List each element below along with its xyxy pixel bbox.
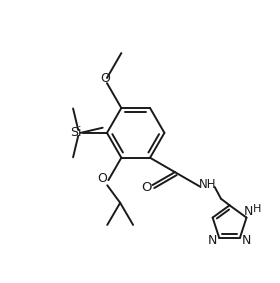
Text: Si: Si (70, 127, 82, 140)
Text: O: O (97, 173, 107, 185)
Text: NH: NH (199, 178, 217, 191)
Text: N: N (242, 234, 251, 247)
Text: H: H (253, 204, 262, 214)
Text: O: O (101, 72, 111, 85)
Text: N: N (208, 234, 218, 247)
Text: O: O (141, 181, 151, 194)
Text: N: N (244, 205, 253, 218)
